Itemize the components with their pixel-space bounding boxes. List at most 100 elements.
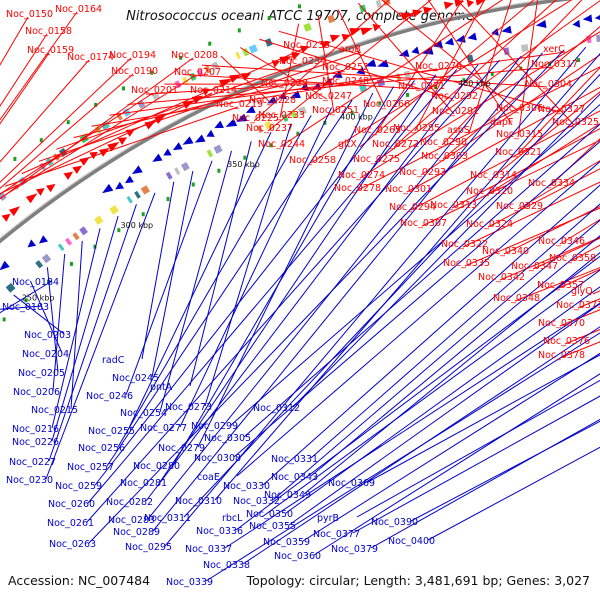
forward-label-leader (503, 205, 600, 255)
reverse-label-leader (310, 235, 600, 477)
reverse-gene-label: coaE (197, 472, 220, 483)
reverse-gene-label: Noc_0260 (48, 499, 95, 510)
reverse-gene-label: Noc_0255 (88, 426, 135, 437)
forward-label-leader (317, 16, 335, 114)
reverse-label-leader (230, 103, 600, 426)
forward-gene-arrow (291, 52, 301, 60)
forward-label-leader (0, 74, 197, 199)
forward-label-leader (0, 92, 154, 195)
reverse-label-leader (145, 64, 479, 502)
reverse-gene-label: Noc_0312 (253, 403, 300, 414)
reverse-gene-label: Noc_0281 (120, 478, 167, 489)
reverse-gene-label: Noc_0205 (18, 368, 65, 379)
reverse-gene-label: Noc_0299 (191, 421, 238, 432)
forward-gene-label: Noc_0347 (511, 261, 558, 272)
gc-marker (2, 317, 6, 322)
forward-gene-label: Noc_0251 (312, 105, 359, 116)
reverse-gene-label: Noc_0360 (274, 551, 321, 562)
forward-gene-label: glyQ (571, 286, 593, 297)
cog-block-forward (235, 51, 241, 60)
reverse-gene-label: Noc_0349 (264, 490, 311, 501)
scale-tick-label: 350 kbp (227, 160, 260, 169)
forward-label-leader (441, 0, 583, 146)
reverse-gene-label: Noc_0273 (165, 402, 212, 413)
label-leader-group (0, 0, 600, 582)
forward-label-leader (516, 66, 600, 156)
cog-block-reverse (41, 253, 52, 264)
reverse-label-leader (189, 141, 252, 387)
forward-gene-label: Noc_0247 (305, 91, 352, 102)
forward-gene-label: Noc_0290 (420, 137, 467, 148)
reverse-gene-arrow (377, 59, 389, 68)
scale-tick-label: 250 kbp (22, 294, 55, 303)
reverse-label-leader (236, 160, 600, 477)
forward-gene-label: Noc_0274 (338, 170, 385, 181)
reverse-gene-arrow (467, 32, 477, 41)
forward-gene-label: Noc_0313 (430, 200, 477, 211)
forward-label-leader (456, 0, 575, 126)
gc-marker (576, 58, 580, 63)
reverse-gene-label: Noc_0400 (388, 536, 435, 547)
forward-gene-label: xerC (543, 44, 565, 55)
reverse-gene-label: Noc_0215 (31, 405, 78, 416)
forward-label-leader (259, 38, 454, 100)
map-title: Nitrosococcus oceani ATCC 19707, complet… (126, 9, 474, 24)
reverse-label-leader (272, 219, 600, 501)
reverse-gene-arrow (0, 260, 10, 271)
reverse-label-leader (52, 253, 66, 392)
cog-block-forward (303, 22, 312, 32)
reverse-gene-arrow (572, 19, 581, 28)
forward-gene-arrow (443, 1, 454, 10)
gc-marker (237, 28, 241, 33)
reverse-gene-arrow (131, 165, 143, 175)
forward-gene-label: Noc_0371 (556, 300, 600, 311)
reverse-label-leader (51, 216, 119, 442)
forward-gene-label: Noc_0378 (538, 350, 585, 361)
forward-gene-arrow (466, 0, 475, 8)
forward-label-leader (393, 0, 557, 148)
forward-gene-arrow (372, 23, 382, 32)
gc-marker (39, 138, 43, 143)
reverse-gene-label: Noc_0257 (67, 462, 114, 473)
gc-marker (269, 143, 273, 148)
forward-gene-arrow (412, 9, 423, 18)
forward-gene-arrow (107, 141, 120, 152)
reverse-label-leader (88, 49, 565, 544)
cog-block-reverse (180, 162, 190, 172)
reverse-label-leader (313, 373, 600, 556)
forward-gene-label: Noc_0335 (443, 258, 490, 269)
forward-label-leader (0, 59, 90, 163)
forward-gene-arrow (299, 45, 310, 54)
reverse-gene-arrow (172, 142, 183, 151)
reverse-gene-label: Noc_0261 (47, 518, 94, 529)
reverse-label-leader (127, 132, 272, 431)
forward-label-leader (410, 110, 600, 211)
cog-block-forward (116, 112, 123, 121)
gc-marker (24, 298, 28, 303)
forward-gene-arrow (423, 6, 433, 15)
forward-gene-label: Noc_0265 (354, 125, 401, 136)
forward-gene-label: Noc_0303 (421, 151, 468, 162)
reverse-gene-label: Noc_0339 (166, 577, 213, 588)
reverse-gene-label: Noc_0226 (12, 437, 59, 448)
reverse-gene-label: Noc_0295 (125, 542, 172, 553)
forward-label-leader (310, 0, 573, 164)
forward-gene-arrow (79, 157, 90, 166)
reverse-gene-label: Noc_0245 (112, 373, 159, 384)
reverse-gene-label: Noc_0283 (108, 515, 155, 526)
reverse-gene-label: Noc_0343 (271, 472, 318, 483)
forward-label-leader (414, 0, 486, 132)
cog-block-reverse (57, 243, 65, 251)
forward-gene-arrow (35, 187, 45, 196)
reverse-label-leader (13, 294, 65, 335)
forward-gene-label: Noc_0340 (482, 246, 529, 257)
forward-gene-label: Noc_0174 (67, 52, 114, 63)
reverse-label-leader (242, 326, 600, 565)
reverse-gene-arrow (214, 120, 224, 129)
forward-gene-label: Noc_0324 (466, 219, 513, 230)
reverse-label-leader (285, 286, 600, 514)
accession-text: Accession: NC_007484 (8, 573, 151, 588)
reverse-gene-label: Noc_0216 (12, 424, 59, 435)
